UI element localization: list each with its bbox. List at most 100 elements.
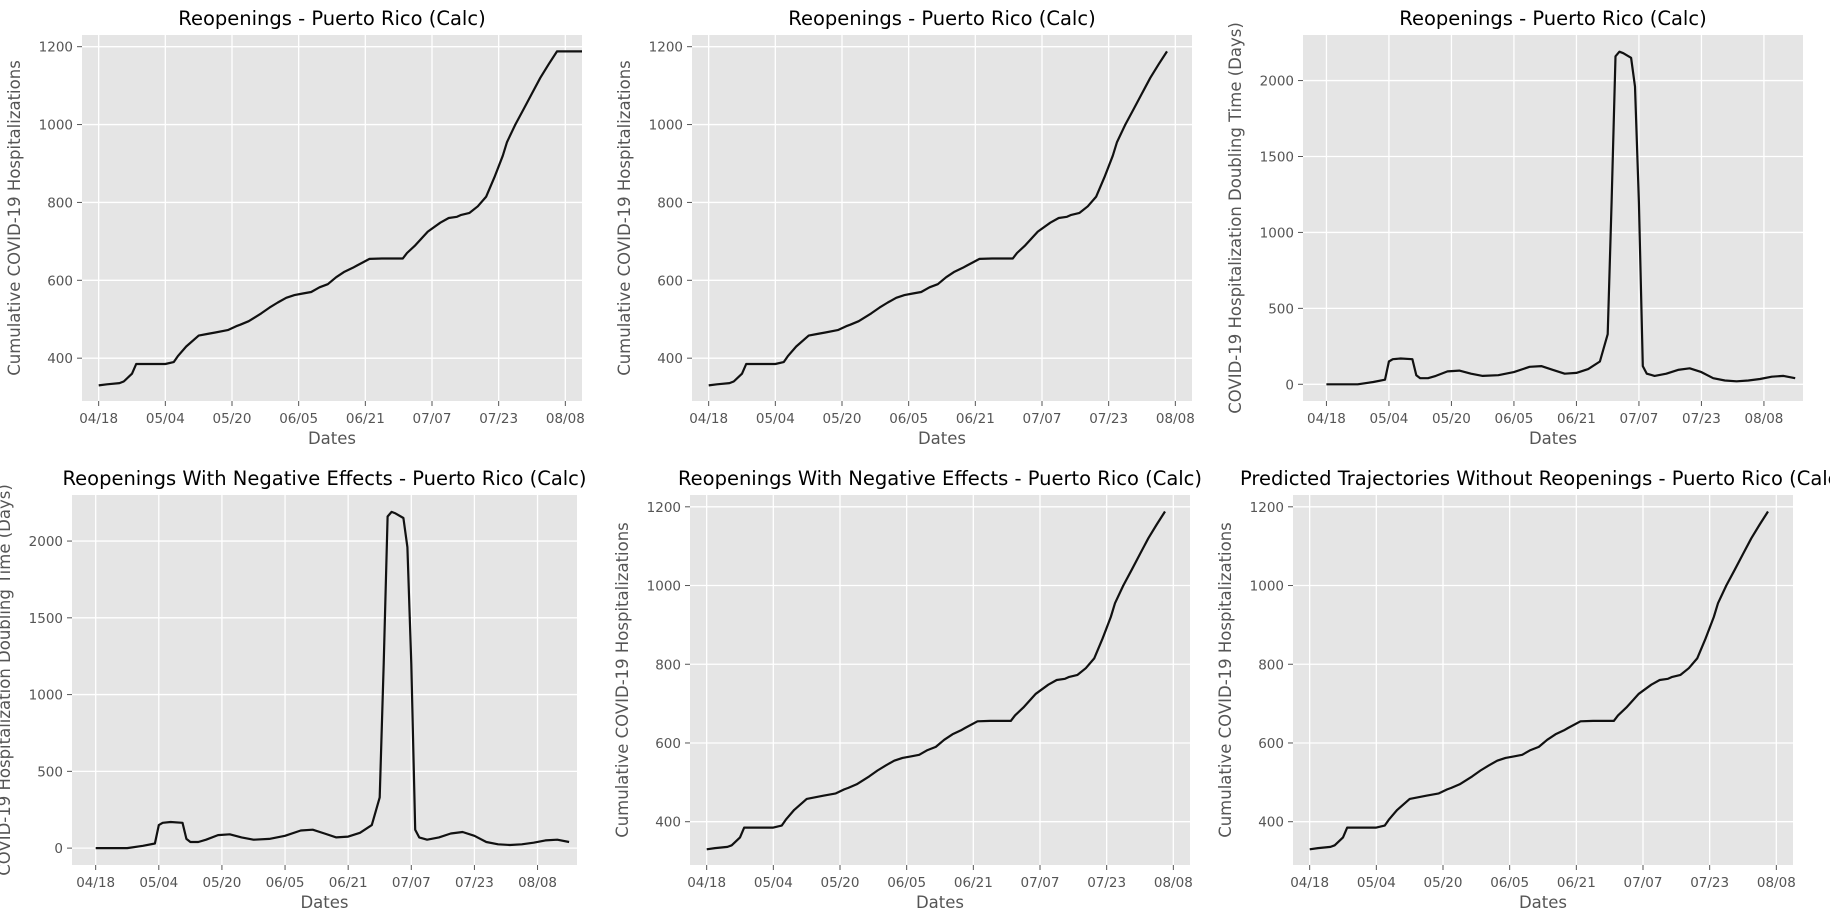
subplot-4: 04/18 05/04 05/20 06/05 06/21 07/07 07/23 08/08… xyxy=(0,467,587,912)
y-tick-label: 1000 xyxy=(29,688,63,704)
x-tick-label: 04/18 xyxy=(687,875,726,891)
y-axis-label: COVID-19 Hospitalization Doubling Time (… xyxy=(1226,22,1245,414)
y-tick-label: 500 xyxy=(37,764,63,780)
x-tick-label: 07/23 xyxy=(1682,411,1721,427)
x-tick-label: 05/20 xyxy=(823,411,862,427)
x-tick-label: 06/21 xyxy=(329,875,368,891)
series-line-1 xyxy=(706,510,1166,851)
y-tick-label: 600 xyxy=(47,273,73,289)
y-tick-label: 800 xyxy=(47,195,73,211)
y-tick-label: 800 xyxy=(657,195,683,211)
x-tick-label: 05/04 xyxy=(1357,875,1396,891)
plot-area xyxy=(82,35,582,401)
chart-title: Reopenings - Puerto Rico (Calc) xyxy=(788,7,1095,30)
y-tick-label: 1000 xyxy=(1250,579,1284,595)
x-tick-label: 05/20 xyxy=(1432,411,1471,427)
x-tick-label: 06/21 xyxy=(1557,411,1596,427)
x-tick-label: 07/07 xyxy=(413,411,452,427)
x-tick-label: 05/04 xyxy=(1369,411,1408,427)
x-tick-label: 06/05 xyxy=(889,411,928,427)
x-tick-label: 06/05 xyxy=(1490,875,1529,891)
y-tick-label: 400 xyxy=(657,351,683,367)
x-tick-label: 07/07 xyxy=(392,875,431,891)
series-line-1 xyxy=(1326,50,1796,386)
y-tick-label: 1200 xyxy=(1250,500,1284,516)
y-tick-label: 1200 xyxy=(39,40,73,56)
x-tick-label: 06/21 xyxy=(1557,875,1596,891)
series-line-1 xyxy=(708,50,1168,387)
x-tick-label: 05/04 xyxy=(756,411,795,427)
chart-title: Reopenings With Negative Effects - Puert… xyxy=(678,467,1202,490)
chart-title: Reopenings - Puerto Rico (Calc) xyxy=(1399,7,1706,30)
series-line-1 xyxy=(98,50,582,387)
y-tick-label: 400 xyxy=(1258,815,1284,831)
x-tick-label: 07/07 xyxy=(1023,411,1062,427)
y-axis-label: Cumulative COVID-19 Hospitalizations xyxy=(5,60,24,376)
y-tick-label: 1200 xyxy=(649,40,683,56)
series-line-1 xyxy=(1309,510,1769,851)
plot-area xyxy=(72,495,577,865)
y-tick-label: 400 xyxy=(47,351,73,367)
y-axis-label: Cumulative COVID-19 Hospitalizations xyxy=(613,522,632,838)
x-tick-label: 05/20 xyxy=(1424,875,1463,891)
chart-title: Reopenings With Negative Effects - Puert… xyxy=(62,467,586,490)
y-tick-label: 500 xyxy=(1268,301,1294,317)
x-tick-label: 08/08 xyxy=(1744,411,1783,427)
x-axis-label: Dates xyxy=(300,893,348,912)
y-tick-label: 0 xyxy=(54,841,63,857)
x-tick-label: 07/07 xyxy=(1021,875,1060,891)
y-tick-label: 1000 xyxy=(649,118,683,134)
series-line-1 xyxy=(95,510,570,850)
x-tick-label: 05/20 xyxy=(213,411,252,427)
x-tick-label: 05/04 xyxy=(146,411,185,427)
x-axis-label: Dates xyxy=(1519,893,1567,912)
y-tick-label: 600 xyxy=(657,273,683,289)
x-tick-label: 07/23 xyxy=(1690,875,1729,891)
x-tick-label: 05/04 xyxy=(754,875,793,891)
x-tick-label: 05/20 xyxy=(821,875,860,891)
x-axis-label: Dates xyxy=(308,429,356,448)
plot-area xyxy=(690,495,1190,865)
x-tick-label: 06/05 xyxy=(279,411,318,427)
x-tick-label: 04/18 xyxy=(79,411,118,427)
x-tick-label: 07/23 xyxy=(455,875,494,891)
y-tick-label: 800 xyxy=(655,657,681,673)
x-axis-label: Dates xyxy=(1529,429,1577,448)
subplot-3: 04/18 05/04 05/20 06/05 06/21 07/07 07/23 08/08… xyxy=(1226,7,1803,448)
y-tick-label: 600 xyxy=(655,736,681,752)
x-tick-label: 04/18 xyxy=(76,875,115,891)
x-tick-label: 08/08 xyxy=(546,411,585,427)
y-tick-label: 2000 xyxy=(29,534,63,550)
y-tick-label: 2000 xyxy=(1260,74,1294,90)
plot-area xyxy=(1293,495,1793,865)
x-tick-label: 06/05 xyxy=(1494,411,1533,427)
x-tick-label: 04/18 xyxy=(1290,875,1329,891)
x-tick-label: 07/23 xyxy=(479,411,518,427)
subplot-2: 04/18 05/04 05/20 06/05 06/21 07/07 07/23 08/08… xyxy=(615,7,1195,448)
x-tick-label: 04/18 xyxy=(689,411,728,427)
x-tick-label: 08/08 xyxy=(1757,875,1796,891)
x-tick-label: 08/08 xyxy=(1156,411,1195,427)
x-tick-label: 06/21 xyxy=(954,875,993,891)
x-tick-label: 07/23 xyxy=(1089,411,1128,427)
x-tick-label: 04/18 xyxy=(1307,411,1346,427)
y-axis-label: COVID-19 Hospitalization Doubling Time (… xyxy=(0,484,14,876)
subplot-1: 04/18 05/04 05/20 06/05 06/21 07/07 07/23 08/08… xyxy=(5,7,585,448)
y-tick-label: 1000 xyxy=(39,118,73,134)
subplot-6: 04/18 05/04 05/20 06/05 06/21 07/07 07/23 08/08… xyxy=(1216,467,1830,912)
x-tick-label: 08/08 xyxy=(518,875,557,891)
chart-title: Predicted Trajectories Without Reopening… xyxy=(1240,467,1830,490)
y-tick-label: 1500 xyxy=(1260,149,1294,165)
y-tick-label: 1000 xyxy=(1260,225,1294,241)
subplot-5: 04/18 05/04 05/20 06/05 06/21 07/07 07/23 08/08… xyxy=(613,467,1202,912)
x-tick-label: 05/04 xyxy=(139,875,178,891)
x-tick-label: 07/23 xyxy=(1087,875,1126,891)
chart-title: Reopenings - Puerto Rico (Calc) xyxy=(178,7,485,30)
x-axis-label: Dates xyxy=(916,893,964,912)
x-tick-label: 08/08 xyxy=(1154,875,1193,891)
x-tick-label: 07/07 xyxy=(1619,411,1658,427)
y-axis-label: Cumulative COVID-19 Hospitalizations xyxy=(1216,522,1235,838)
x-tick-label: 06/21 xyxy=(346,411,385,427)
y-tick-label: 800 xyxy=(1258,657,1284,673)
